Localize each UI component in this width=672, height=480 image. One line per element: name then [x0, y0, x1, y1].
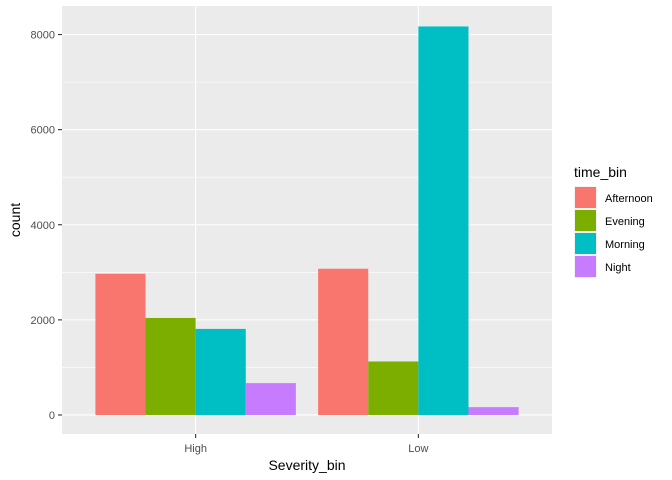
legend: Afternoon Evening Morning Night: [574, 186, 653, 278]
y-axis-title: count: [7, 203, 23, 237]
bar: [145, 317, 196, 415]
y-tick-label: 2000: [31, 315, 55, 327]
y-axis: 0 2000 4000 6000 8000: [31, 30, 62, 422]
y-tick-label: 0: [49, 410, 55, 422]
legend-label: Evening: [605, 216, 645, 228]
y-tick-label: 4000: [31, 220, 55, 232]
x-axis: High Low: [184, 434, 429, 455]
bar: [245, 383, 296, 415]
y-tick-label: 6000: [31, 125, 55, 137]
legend-title: time_bin: [574, 164, 627, 180]
bar: [95, 273, 146, 415]
legend-key-swatch: [575, 187, 596, 208]
bar: [468, 407, 519, 415]
legend-label: Morning: [605, 239, 645, 251]
x-tick-label: Low: [408, 443, 428, 455]
bar: [368, 361, 419, 415]
bar: [418, 26, 469, 415]
legend-key-swatch: [575, 233, 596, 254]
x-axis-title: Severity_bin: [268, 457, 345, 473]
bar: [195, 328, 246, 415]
legend-key-swatch: [575, 210, 596, 231]
bar: [318, 268, 369, 415]
legend-key-swatch: [575, 256, 596, 277]
bars: [95, 26, 519, 415]
legend-label: Night: [605, 262, 631, 274]
x-tick-label: High: [184, 443, 207, 455]
y-tick-label: 8000: [31, 30, 55, 42]
legend-label: Afternoon: [605, 193, 653, 205]
